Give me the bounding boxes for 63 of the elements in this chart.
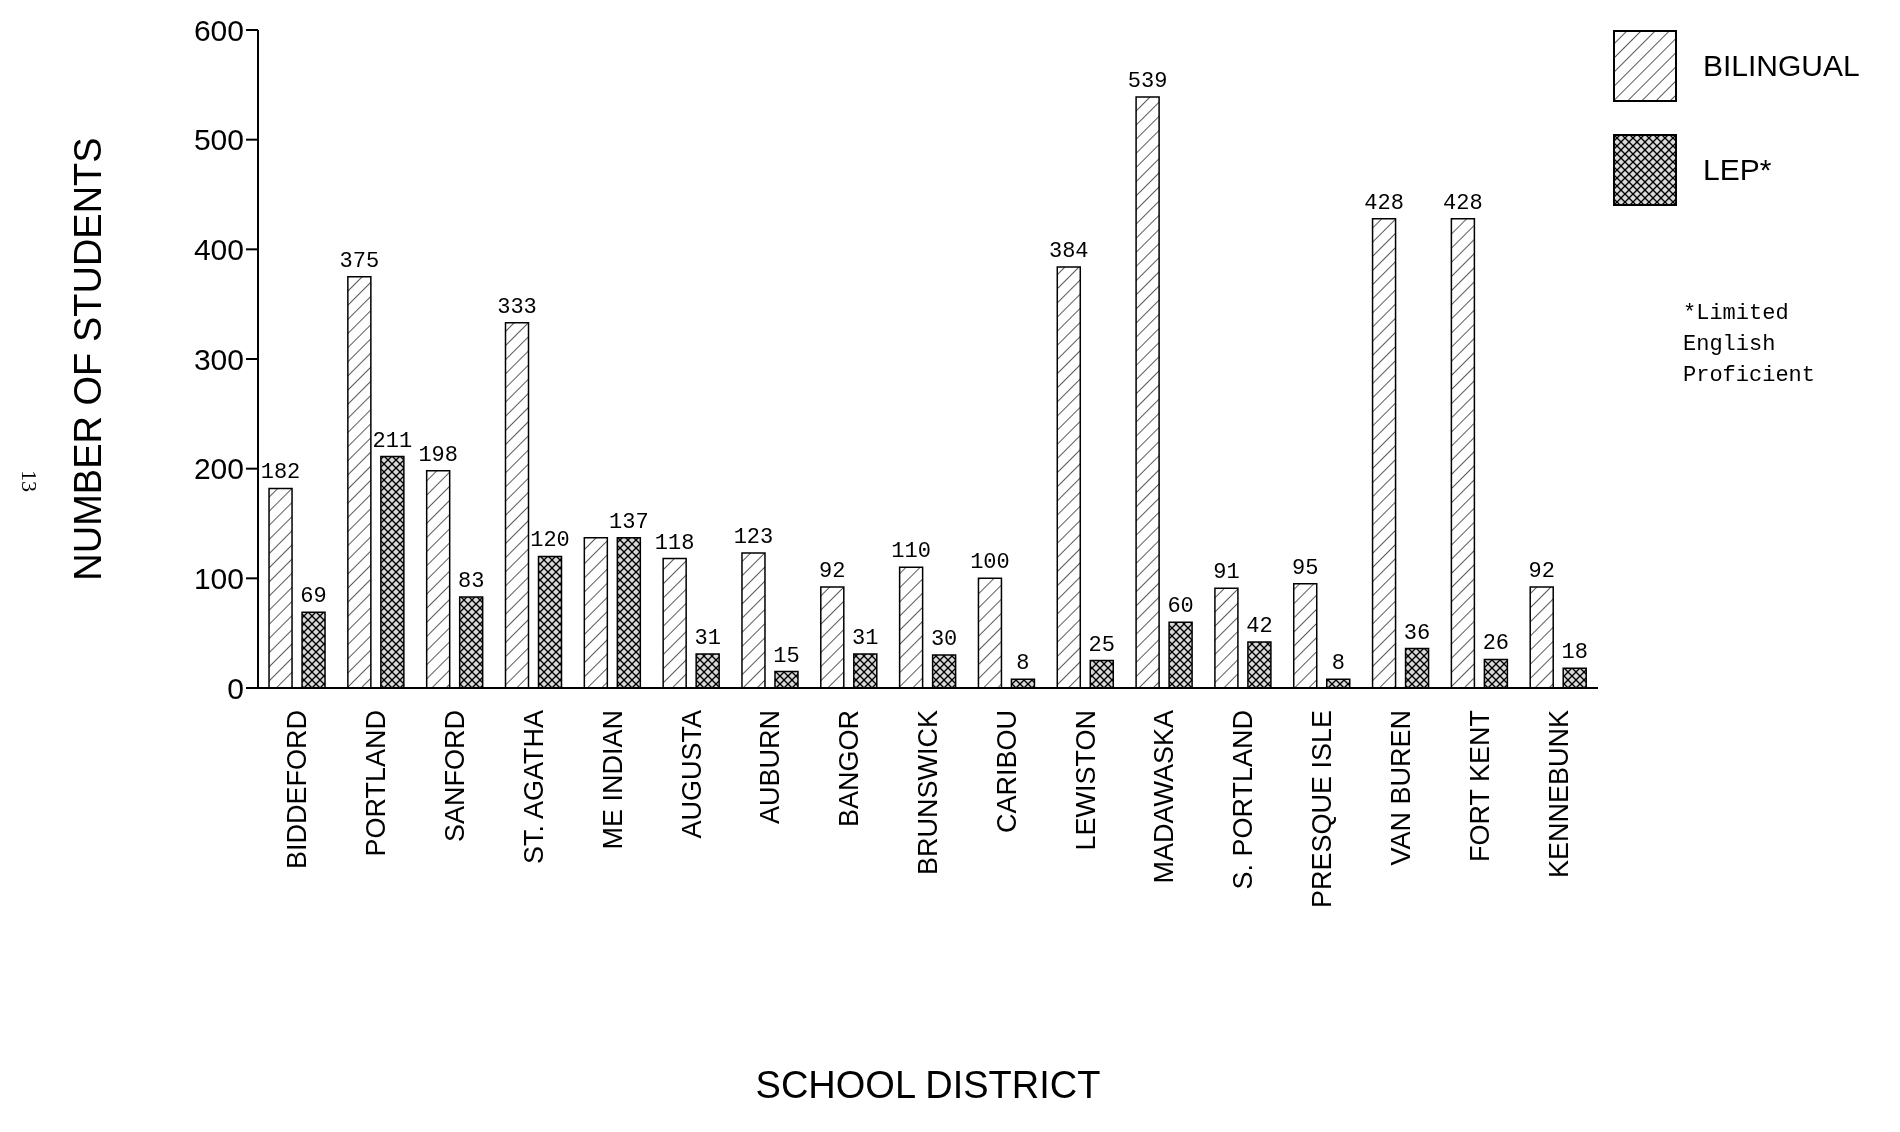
data-label: 123 [733,525,774,551]
data-label: 92 [819,559,846,585]
y-tick-label: 600 [193,13,244,47]
data-label: 31 [852,626,879,651]
x-tick-label: BIDDEFORD [282,710,313,870]
x-tick-label: AUBURN [755,710,786,825]
data-label: 83 [457,568,485,594]
x-tick-label: BANGOR [834,710,865,828]
x-tick-label: LEWISTON [1070,710,1101,851]
x-tick-label: AUGUSTA [676,710,707,839]
text: 13 [16,470,42,492]
data-label: 100 [970,550,1010,576]
y-axis-title: NUMBER OF STUDENTS [67,137,110,581]
data-label: 182 [260,460,301,486]
data-label: 428 [1364,190,1404,216]
x-tick-label: PRESQUE ISLE [1307,710,1338,909]
data-label: 110 [891,539,931,565]
data-label: 118 [654,530,695,556]
x-axis-title: SCHOOL DISTRICT [755,1064,1101,1106]
data-label: 428 [1443,190,1483,216]
x-tick-label: CARIBOU [991,710,1022,834]
legend-label: LEP* [1703,153,1772,187]
text: *Limited English Proficient [1683,300,1817,390]
data-label: 25 [1088,632,1115,658]
legend-label: BILINGUAL [1703,49,1860,83]
data-label: 92 [1528,559,1555,585]
y-tick-label: 300 [193,342,244,376]
data-label: 60 [1167,594,1194,620]
data-label: 42 [1246,613,1273,639]
x-tick-label: MADAWASKA [1149,710,1180,884]
y-tick-label: 100 [193,561,244,595]
data-label: 333 [497,294,537,320]
y-tick-label: 500 [193,123,244,157]
x-tick-label: S. PORTLAND [1228,710,1259,890]
data-label: 95 [1292,555,1319,581]
x-tick-label: PORTLAND [361,710,392,857]
data-label: 8 [1331,651,1345,677]
x-tick-label: VAN BUREN [1385,710,1416,866]
data-label: 120 [530,528,570,554]
x-tick-label: BRUNSWICK [913,710,943,876]
data-label: 69 [300,584,327,610]
data-label: 18 [1561,640,1588,666]
data-label: 36 [1403,620,1431,646]
data-label: 211 [372,428,413,454]
data-label: 137 [609,509,649,535]
y-tick-label: 200 [193,452,244,486]
x-tick-label: ME INDIAN [597,710,628,850]
data-label: 31 [694,626,721,651]
y-tick-label: 400 [193,232,244,266]
data-label: 8 [1016,651,1030,677]
data-label: 15 [773,643,800,669]
x-tick-label: FORT KENT [1464,710,1495,863]
data-label: 198 [418,442,458,468]
y-tick-label: 0 [227,671,244,705]
data-label: 384 [1048,238,1089,264]
x-tick-label: ST. AGATHA [518,710,549,865]
data-label: 30 [930,627,958,653]
data-label: 539 [1127,68,1168,94]
x-tick-label: KENNEBUNK [1543,710,1574,879]
x-tick-label: SANFORD [440,710,471,843]
data-label: 91 [1213,560,1240,586]
data-label: 26 [1482,631,1510,657]
data-label: 375 [339,248,380,274]
